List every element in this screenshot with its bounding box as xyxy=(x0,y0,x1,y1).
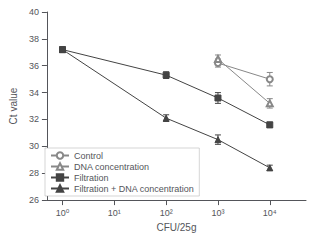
svg-text:26: 26 xyxy=(29,195,39,205)
svg-text:40: 40 xyxy=(29,7,39,17)
svg-text:32: 32 xyxy=(29,114,39,124)
svg-text:10²: 10² xyxy=(160,208,173,218)
svg-text:Ct value: Ct value xyxy=(8,87,19,124)
svg-text:Control: Control xyxy=(74,151,103,161)
svg-text:28: 28 xyxy=(29,168,39,178)
svg-text:10¹: 10¹ xyxy=(108,208,121,218)
svg-text:CFU/25g: CFU/25g xyxy=(156,222,196,233)
svg-text:Filtration + DNA concentration: Filtration + DNA concentration xyxy=(74,184,194,194)
svg-text:34: 34 xyxy=(29,88,39,98)
svg-text:30: 30 xyxy=(29,141,39,151)
svg-text:DNA concentration: DNA concentration xyxy=(74,162,149,172)
svg-text:10⁴: 10⁴ xyxy=(263,208,277,218)
svg-text:38: 38 xyxy=(29,34,39,44)
svg-text:10³: 10³ xyxy=(211,208,224,218)
svg-text:36: 36 xyxy=(29,61,39,71)
svg-text:10⁰: 10⁰ xyxy=(56,208,70,218)
svg-text:Filtration: Filtration xyxy=(74,173,109,183)
